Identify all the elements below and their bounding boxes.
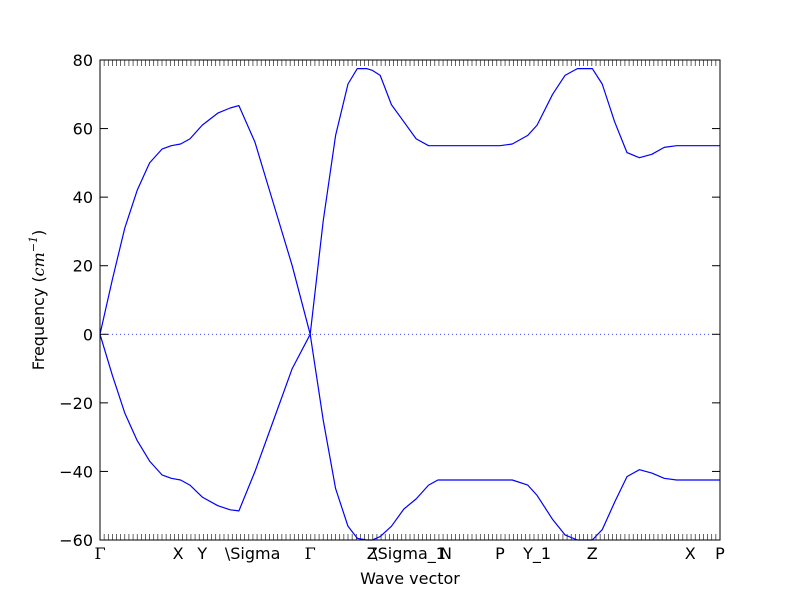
x-axis-label: Wave vector (360, 569, 460, 588)
y-tick-label: −40 (59, 462, 93, 481)
x-tick-label: Z (367, 544, 378, 563)
y-tick-label: 80 (73, 51, 93, 70)
x-tick-label: Y_1 (522, 544, 551, 564)
x-tick-label: Z (587, 544, 598, 563)
y-tick-label: 60 (73, 120, 93, 139)
x-tick-label: P (715, 544, 725, 563)
band-line-2 (99, 333, 720, 541)
x-tick-label: \Sigma_1 (372, 544, 446, 564)
y-tick-label: 0 (83, 325, 93, 344)
x-tick-label: \Sigma (225, 544, 281, 563)
y-axis-label-unit: cm (29, 252, 48, 276)
x-tick-label: X (685, 544, 696, 563)
svg-text:Frequency (cm−1): Frequency (cm−1) (27, 230, 48, 371)
y-axis-label: Frequency (cm−1) (27, 230, 48, 371)
y-tick-label: −20 (59, 394, 93, 413)
y-tick-label: 20 (73, 257, 93, 276)
x-tick-label: Γ (94, 544, 105, 563)
x-tick-label: X (173, 544, 184, 563)
x-tick-label: Y (196, 544, 207, 563)
band-line-1 (99, 67, 720, 335)
y-axis-label-prefix: Frequency ( (29, 276, 48, 370)
x-tick-label: Γ (305, 544, 316, 563)
x-tick-label: P (495, 544, 505, 563)
x-tick-label: N (440, 544, 452, 563)
y-axis-label-exponent: −1 (27, 236, 40, 252)
plot-frame (99, 59, 721, 541)
y-axis-ticks: −60 −40 −20 0 20 40 60 80 (59, 51, 720, 550)
minor-ticks (99, 60, 721, 540)
y-tick-label: −60 (59, 531, 93, 550)
series-layer (99, 67, 720, 541)
y-axis-label-suffix: ) (29, 230, 48, 236)
x-axis-ticks: Γ X Y \Sigma Γ Z\Sigma_1N P Y_1 Z X P (94, 544, 725, 564)
y-tick-label: 40 (73, 188, 93, 207)
